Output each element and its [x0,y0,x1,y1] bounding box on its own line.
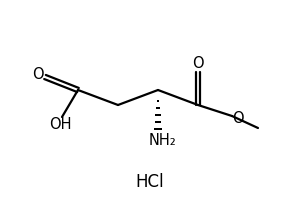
Text: HCl: HCl [136,173,164,191]
Text: O: O [232,110,244,125]
Text: NH₂: NH₂ [149,132,177,147]
Text: O: O [192,55,204,70]
Text: OH: OH [49,117,71,132]
Text: O: O [32,66,44,81]
